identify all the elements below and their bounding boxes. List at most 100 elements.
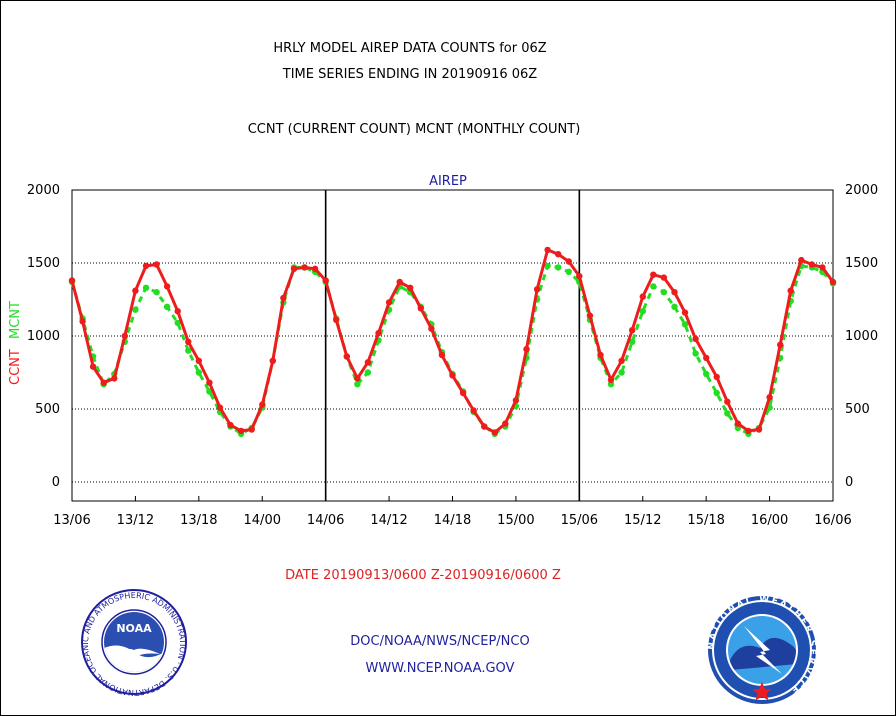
point-mcnt-45 — [544, 262, 551, 270]
x-tick-label-10: 15/18 — [687, 513, 724, 528]
point-ccnt-47 — [565, 258, 572, 265]
point-ccnt-23 — [311, 265, 319, 272]
point-mcnt-27 — [354, 381, 361, 388]
point-ccnt-18 — [259, 401, 266, 408]
y-tick-left-1500: 1500 — [27, 256, 60, 271]
y-tick-left-0: 0 — [52, 475, 60, 490]
y-tick-left-2000: 2000 — [27, 183, 60, 198]
y-axis-label-ccnt: CCNT — [8, 349, 23, 385]
nws-seal-icon: NATIONAL WEATHER SERVICE — [707, 595, 816, 704]
y-axis-label-mcnt: MCNT — [8, 301, 23, 339]
point-ccnt-63 — [734, 420, 742, 427]
y-tick-labels-right: 0 500 1000 1500 2000 — [845, 183, 878, 490]
point-ccnt-24 — [322, 277, 329, 284]
point-ccnt-61 — [713, 373, 720, 381]
point-mcnt-58 — [681, 321, 689, 328]
y-tick-right-0: 0 — [845, 475, 853, 490]
point-mcnt-9 — [163, 303, 171, 310]
x-tick-label-2: 13/18 — [180, 513, 217, 528]
y-tick-labels-left: 0 500 1000 1500 2000 — [27, 183, 60, 490]
point-ccnt-0 — [68, 277, 76, 284]
point-ccnt-26 — [343, 353, 350, 360]
point-ccnt-30 — [385, 299, 393, 306]
point-ccnt-36 — [449, 372, 456, 379]
point-ccnt-17 — [248, 426, 255, 433]
point-ccnt-52 — [618, 357, 625, 364]
point-ccnt-51 — [607, 376, 615, 383]
series-ccnt — [68, 246, 837, 436]
point-ccnt-64 — [745, 427, 752, 435]
point-ccnt-13 — [206, 379, 213, 386]
point-ccnt-44 — [533, 286, 541, 293]
point-ccnt-5 — [121, 332, 128, 340]
point-mcnt-11 — [185, 347, 192, 354]
point-ccnt-22 — [301, 264, 308, 271]
point-ccnt-60 — [703, 354, 710, 362]
point-ccnt-54 — [639, 293, 646, 300]
point-ccnt-49 — [586, 312, 594, 319]
point-ccnt-41 — [502, 420, 509, 427]
y-tick-left-1000: 1000 — [27, 329, 60, 344]
point-ccnt-40 — [491, 429, 498, 436]
point-ccnt-58 — [681, 309, 689, 316]
point-mcnt-56 — [660, 289, 668, 296]
day-dividers — [324, 190, 581, 501]
y-tick-right-1500: 1500 — [845, 256, 878, 271]
point-ccnt-20 — [280, 294, 287, 302]
point-ccnt-42 — [512, 397, 520, 404]
point-ccnt-46 — [555, 251, 562, 258]
point-mcnt-51 — [607, 381, 615, 388]
point-mcnt-52 — [618, 369, 625, 376]
x-tick-label-4: 14/06 — [307, 513, 344, 528]
point-ccnt-53 — [629, 327, 636, 334]
point-ccnt-55 — [650, 271, 657, 278]
x-tick-label-12: 16/06 — [814, 513, 851, 528]
point-mcnt-6 — [132, 306, 139, 313]
point-ccnt-31 — [396, 278, 403, 286]
point-mcnt-61 — [713, 389, 720, 397]
y-tick-right-1000: 1000 — [845, 329, 878, 344]
x-tick-label-1: 13/12 — [117, 513, 154, 528]
point-ccnt-14 — [216, 404, 224, 411]
x-tick-label-0: 13/06 — [53, 513, 90, 528]
point-ccnt-28 — [364, 359, 372, 366]
point-mcnt-47 — [565, 268, 572, 275]
point-ccnt-8 — [153, 261, 160, 268]
point-ccnt-59 — [692, 335, 699, 343]
point-ccnt-11 — [185, 338, 192, 345]
point-ccnt-32 — [407, 284, 414, 291]
point-ccnt-21 — [290, 265, 298, 272]
x-tick-label-9: 15/12 — [624, 513, 661, 528]
point-ccnt-43 — [523, 346, 530, 353]
point-ccnt-50 — [597, 351, 604, 359]
point-ccnt-10 — [174, 308, 181, 315]
point-ccnt-38 — [470, 407, 477, 414]
point-mcnt-7 — [142, 284, 150, 291]
point-ccnt-72 — [829, 278, 837, 286]
point-ccnt-68 — [787, 287, 794, 294]
point-ccnt-2 — [89, 363, 97, 370]
point-ccnt-16 — [237, 427, 245, 435]
point-ccnt-35 — [438, 351, 446, 359]
point-ccnt-9 — [163, 283, 171, 290]
point-ccnt-62 — [724, 398, 731, 405]
point-ccnt-37 — [459, 389, 467, 397]
point-mcnt-12 — [195, 369, 202, 376]
point-mcnt-62 — [724, 410, 731, 417]
point-ccnt-39 — [481, 423, 488, 430]
y-tick-right-500: 500 — [845, 402, 870, 417]
point-mcnt-55 — [650, 283, 657, 290]
point-ccnt-25 — [333, 316, 340, 324]
point-ccnt-6 — [132, 287, 139, 294]
point-mcnt-59 — [692, 350, 699, 357]
point-ccnt-66 — [766, 394, 773, 401]
point-ccnt-1 — [79, 318, 86, 325]
point-ccnt-70 — [808, 261, 816, 268]
x-tick-labels: 13/06 13/12 13/18 14/00 14/06 14/12 14/18 15/00… — [53, 496, 852, 528]
point-ccnt-45 — [544, 246, 551, 254]
point-ccnt-15 — [227, 421, 234, 429]
point-ccnt-56 — [660, 274, 668, 281]
x-tick-label-5: 14/12 — [370, 513, 407, 528]
point-mcnt-46 — [555, 264, 562, 271]
